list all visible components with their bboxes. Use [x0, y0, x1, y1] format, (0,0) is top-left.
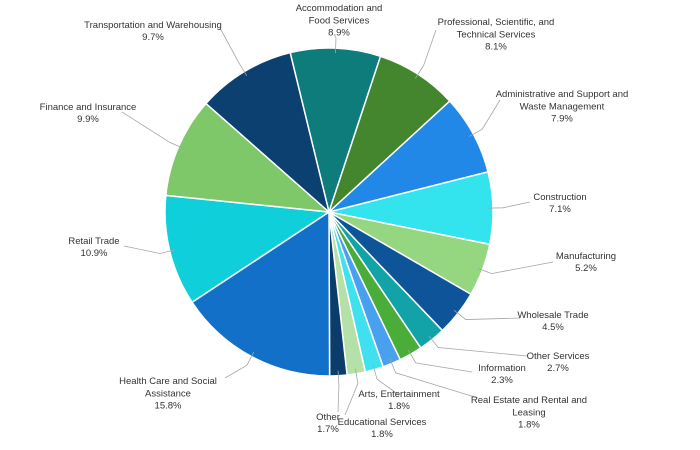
slice-label: Real Estate and Rental and Leasing [471, 395, 587, 419]
slice-label: Wholesale Trade [517, 310, 588, 321]
slice-label: Other Services [527, 351, 590, 362]
value-label: 2.3% [491, 375, 513, 386]
slice-label: Information [478, 363, 526, 374]
slice-label: Transportation and Warehousing [84, 20, 222, 31]
value-label: 5.2% [575, 263, 597, 274]
leader-line [219, 27, 248, 77]
value-label: 9.9% [77, 114, 99, 125]
slice-label: Retail Trade [68, 236, 119, 247]
value-label: 8.1% [485, 42, 507, 53]
leader-line [488, 201, 531, 209]
slice-label: Manufacturing [556, 251, 616, 262]
value-label: 1.8% [518, 420, 540, 431]
leader-line [477, 261, 554, 275]
slice-label: Professional, Scientific, and Technical S… [438, 17, 555, 41]
value-label: 4.5% [542, 322, 564, 333]
leader-line [121, 111, 184, 149]
leader-line [337, 370, 340, 413]
leader-line [415, 29, 437, 79]
slice-label: Accommodation and Food Services [296, 3, 383, 27]
leader-line [389, 358, 479, 399]
slice-label: Arts, Entertainment [358, 389, 440, 400]
leader-line [407, 349, 473, 373]
value-label: 15.8% [155, 401, 182, 412]
value-label: 1.8% [388, 401, 410, 412]
slice-label: Educational Services [338, 417, 427, 428]
value-label: 10.9% [81, 248, 108, 259]
value-label: 8.9% [328, 28, 350, 39]
value-label: 1.7% [317, 424, 339, 435]
value-label: 7.9% [551, 114, 573, 125]
slice-label: Health Care and Social Assistance [119, 376, 217, 400]
slice-label: Other [316, 412, 340, 423]
leader-line [428, 335, 528, 357]
value-label: 1.8% [371, 429, 393, 440]
slice-label: Construction [533, 192, 586, 203]
slice-label: Finance and Insurance [40, 102, 137, 113]
leader-line [224, 352, 255, 379]
leader-line [344, 368, 359, 416]
value-label: 9.7% [142, 32, 164, 43]
leader-line [372, 364, 400, 396]
leader-line [453, 310, 521, 320]
value-label: 2.7% [547, 363, 569, 374]
leader-line [468, 99, 501, 137]
slice-label: Administrative and Support and Waste Mana… [496, 89, 629, 113]
leader-line [123, 245, 175, 254]
value-label: 7.1% [549, 204, 571, 215]
leader-line [334, 35, 337, 54]
